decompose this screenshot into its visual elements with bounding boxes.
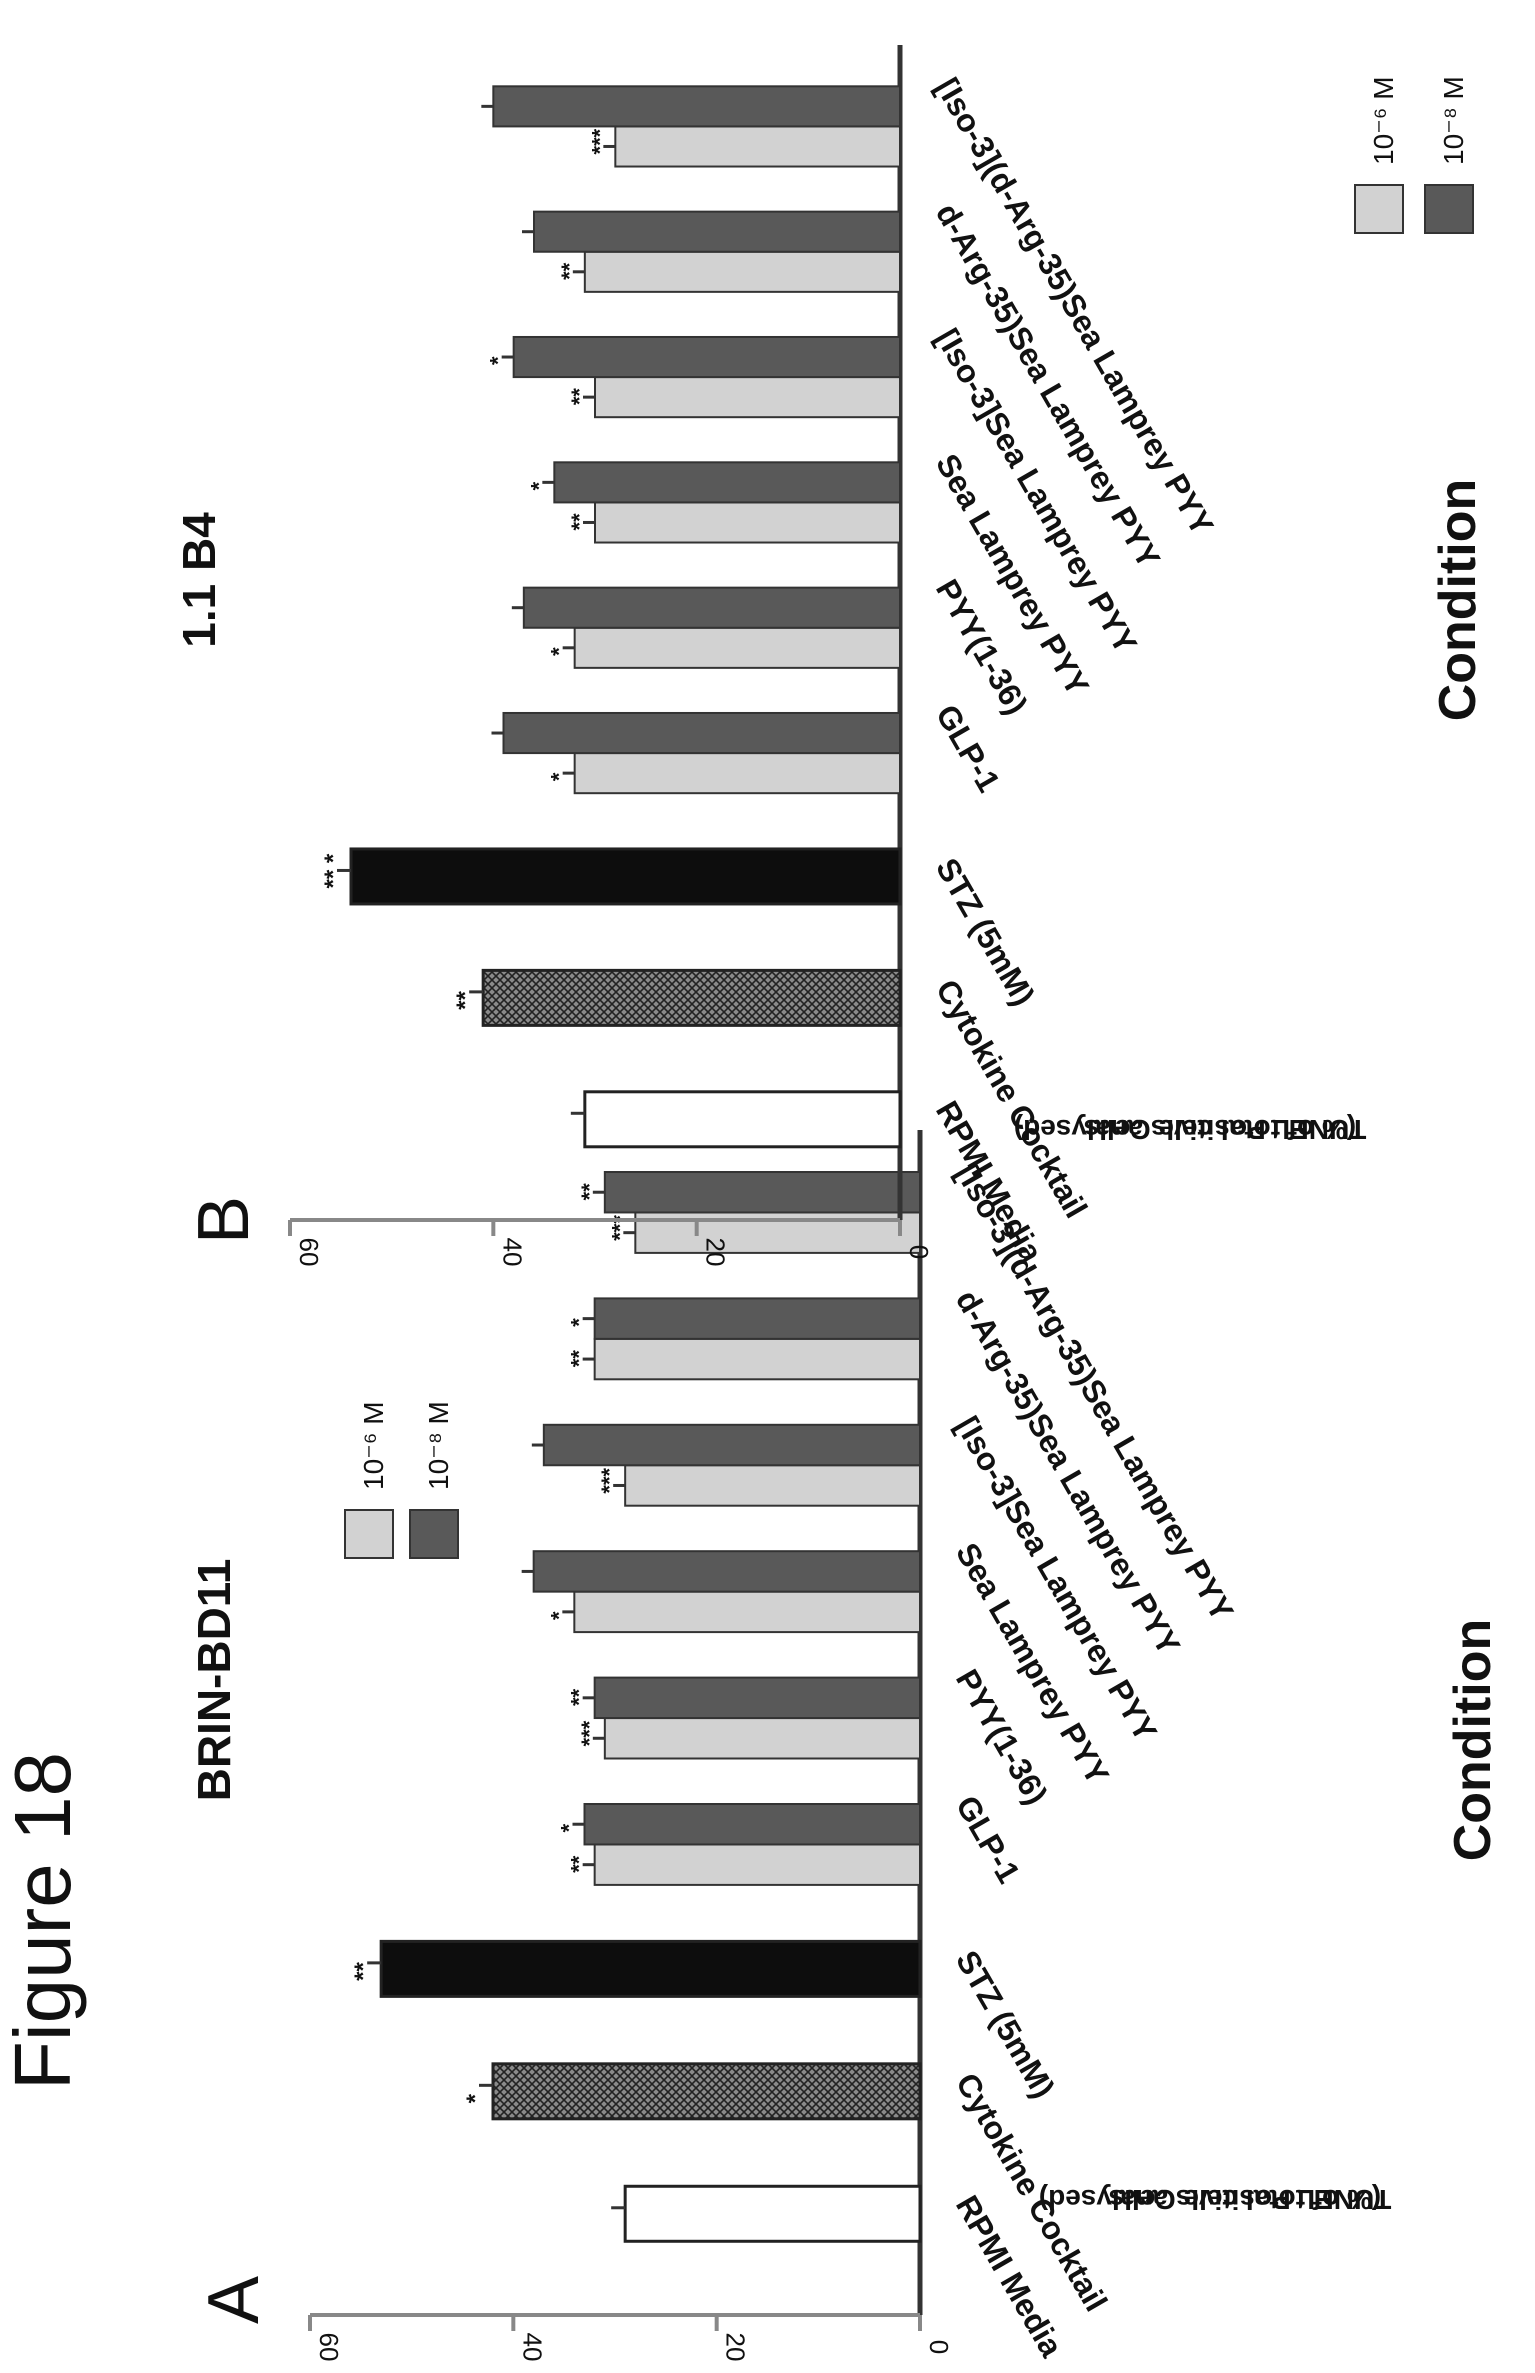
value-tick-label: 0 xyxy=(904,1245,934,1259)
significance-marker: ** xyxy=(567,1688,592,1706)
legend-label: 10⁻⁶ M xyxy=(358,1401,389,1490)
significance-marker: ** xyxy=(567,513,592,531)
bar-series-0 xyxy=(583,250,901,293)
value-tick-label: 40 xyxy=(497,1238,527,1267)
significance-marker: ** xyxy=(350,1962,377,1981)
category-label: GLP-1 xyxy=(929,698,1007,798)
significance-marker: ** xyxy=(557,262,582,280)
bar-rpmi-media xyxy=(583,1090,902,1149)
bar-cytokine-cocktail xyxy=(481,968,902,1027)
y-axis-subtitle: (% of total cells analysed) xyxy=(1014,1114,1356,1145)
figure-title: Figure 18 xyxy=(0,1752,87,2090)
panel-label: A xyxy=(194,2276,274,2324)
category-label: GLP-1 xyxy=(949,1790,1027,1890)
bar-cytokine-cocktail xyxy=(491,2062,922,2121)
significance-marker: * xyxy=(526,481,551,490)
legend-swatch xyxy=(1354,184,1404,234)
bar-stz-5mm- xyxy=(379,1939,922,1998)
bar-series-1 xyxy=(603,1171,921,1214)
significance-marker: * xyxy=(547,772,572,781)
bar-series-0 xyxy=(624,1464,922,1507)
x-axis-title: Condition xyxy=(1429,479,1487,722)
value-tick-label: 60 xyxy=(294,1238,324,1267)
significance-marker: *** xyxy=(587,128,612,154)
bar-series-1 xyxy=(593,1297,922,1340)
value-tick-label: 0 xyxy=(924,2340,954,2354)
bar-series-0 xyxy=(573,626,902,669)
value-tick-label: 60 xyxy=(314,2333,344,2362)
legend-label: 10⁻⁸ M xyxy=(423,1401,454,1490)
legend-label: 10⁻⁶ M xyxy=(1368,76,1399,165)
legend-swatch xyxy=(1424,184,1474,234)
panel-title: BRIN-BD11 xyxy=(188,1559,240,1802)
bar-series-0 xyxy=(614,125,901,168)
bar-series-1 xyxy=(492,85,901,128)
value-tick-label: 40 xyxy=(517,2333,547,2362)
bar-series-1 xyxy=(553,461,901,504)
bar-series-0 xyxy=(594,501,901,544)
significance-marker: * xyxy=(462,2093,489,2103)
bar-series-0 xyxy=(603,1717,921,1760)
panel-title: 1.1 B4 xyxy=(173,512,225,648)
significance-marker: * xyxy=(567,1318,592,1327)
panel-label: B xyxy=(184,1196,264,1244)
legend-label: 10⁻⁸ M xyxy=(1438,76,1469,165)
significance-marker: *** xyxy=(577,1720,602,1746)
significance-marker: * xyxy=(547,647,572,656)
bar-series-1 xyxy=(583,1803,921,1846)
y-axis-title: TUNEL Positive Cells xyxy=(1109,2184,1392,2215)
bar-series-0 xyxy=(573,1590,921,1634)
legend-swatch xyxy=(409,1509,459,1559)
y-axis-title: TUNEL Positive Cells xyxy=(1084,1114,1367,1145)
bar-series-0 xyxy=(573,752,902,795)
bar-series-1 xyxy=(542,1423,921,1467)
bar-series-0 xyxy=(593,1337,922,1381)
significance-marker: ** xyxy=(452,991,479,1010)
value-tick-label: 20 xyxy=(701,1238,731,1267)
category-label: [Iso-3](d-Arg-35)Sea Lamprey PYY xyxy=(949,1158,1241,1627)
x-axis-title: Condition xyxy=(1444,1619,1502,1862)
legend-swatch xyxy=(344,1509,394,1559)
significance-marker: * xyxy=(546,1611,571,1620)
significance-marker: * xyxy=(557,1823,582,1832)
significance-marker: * xyxy=(486,356,511,365)
bar-stz-5mm- xyxy=(349,847,902,906)
panel-a: 0 20 40 60 BRIN-BD11 A Condition TUNEL Positive… xyxy=(188,1130,1502,2363)
significance-marker: ** xyxy=(577,1183,602,1201)
bar-series-1 xyxy=(522,586,901,629)
significance-marker: ** xyxy=(567,1350,592,1368)
bar-series-1 xyxy=(512,335,902,379)
bar-rpmi-media xyxy=(623,2184,922,2243)
value-tick-label: 20 xyxy=(721,2333,751,2362)
panel-b: 0 20 40 60 1.1 B4 B Condition TUNEL Positive Ce… xyxy=(173,45,1487,1268)
y-axis-subtitle: (% of total cells analysed) xyxy=(1039,2184,1381,2215)
bar-series-1 xyxy=(533,210,901,253)
bar-series-1 xyxy=(532,1550,922,1593)
bar-series-1 xyxy=(502,711,901,755)
bar-series-1 xyxy=(593,1676,922,1720)
bar-series-0 xyxy=(593,1843,922,1886)
significance-marker: ** xyxy=(567,1855,592,1873)
significance-marker: ** xyxy=(567,388,592,406)
significance-marker: ** * xyxy=(320,853,347,888)
significance-marker: *** xyxy=(597,1467,622,1493)
bar-series-0 xyxy=(594,376,901,419)
